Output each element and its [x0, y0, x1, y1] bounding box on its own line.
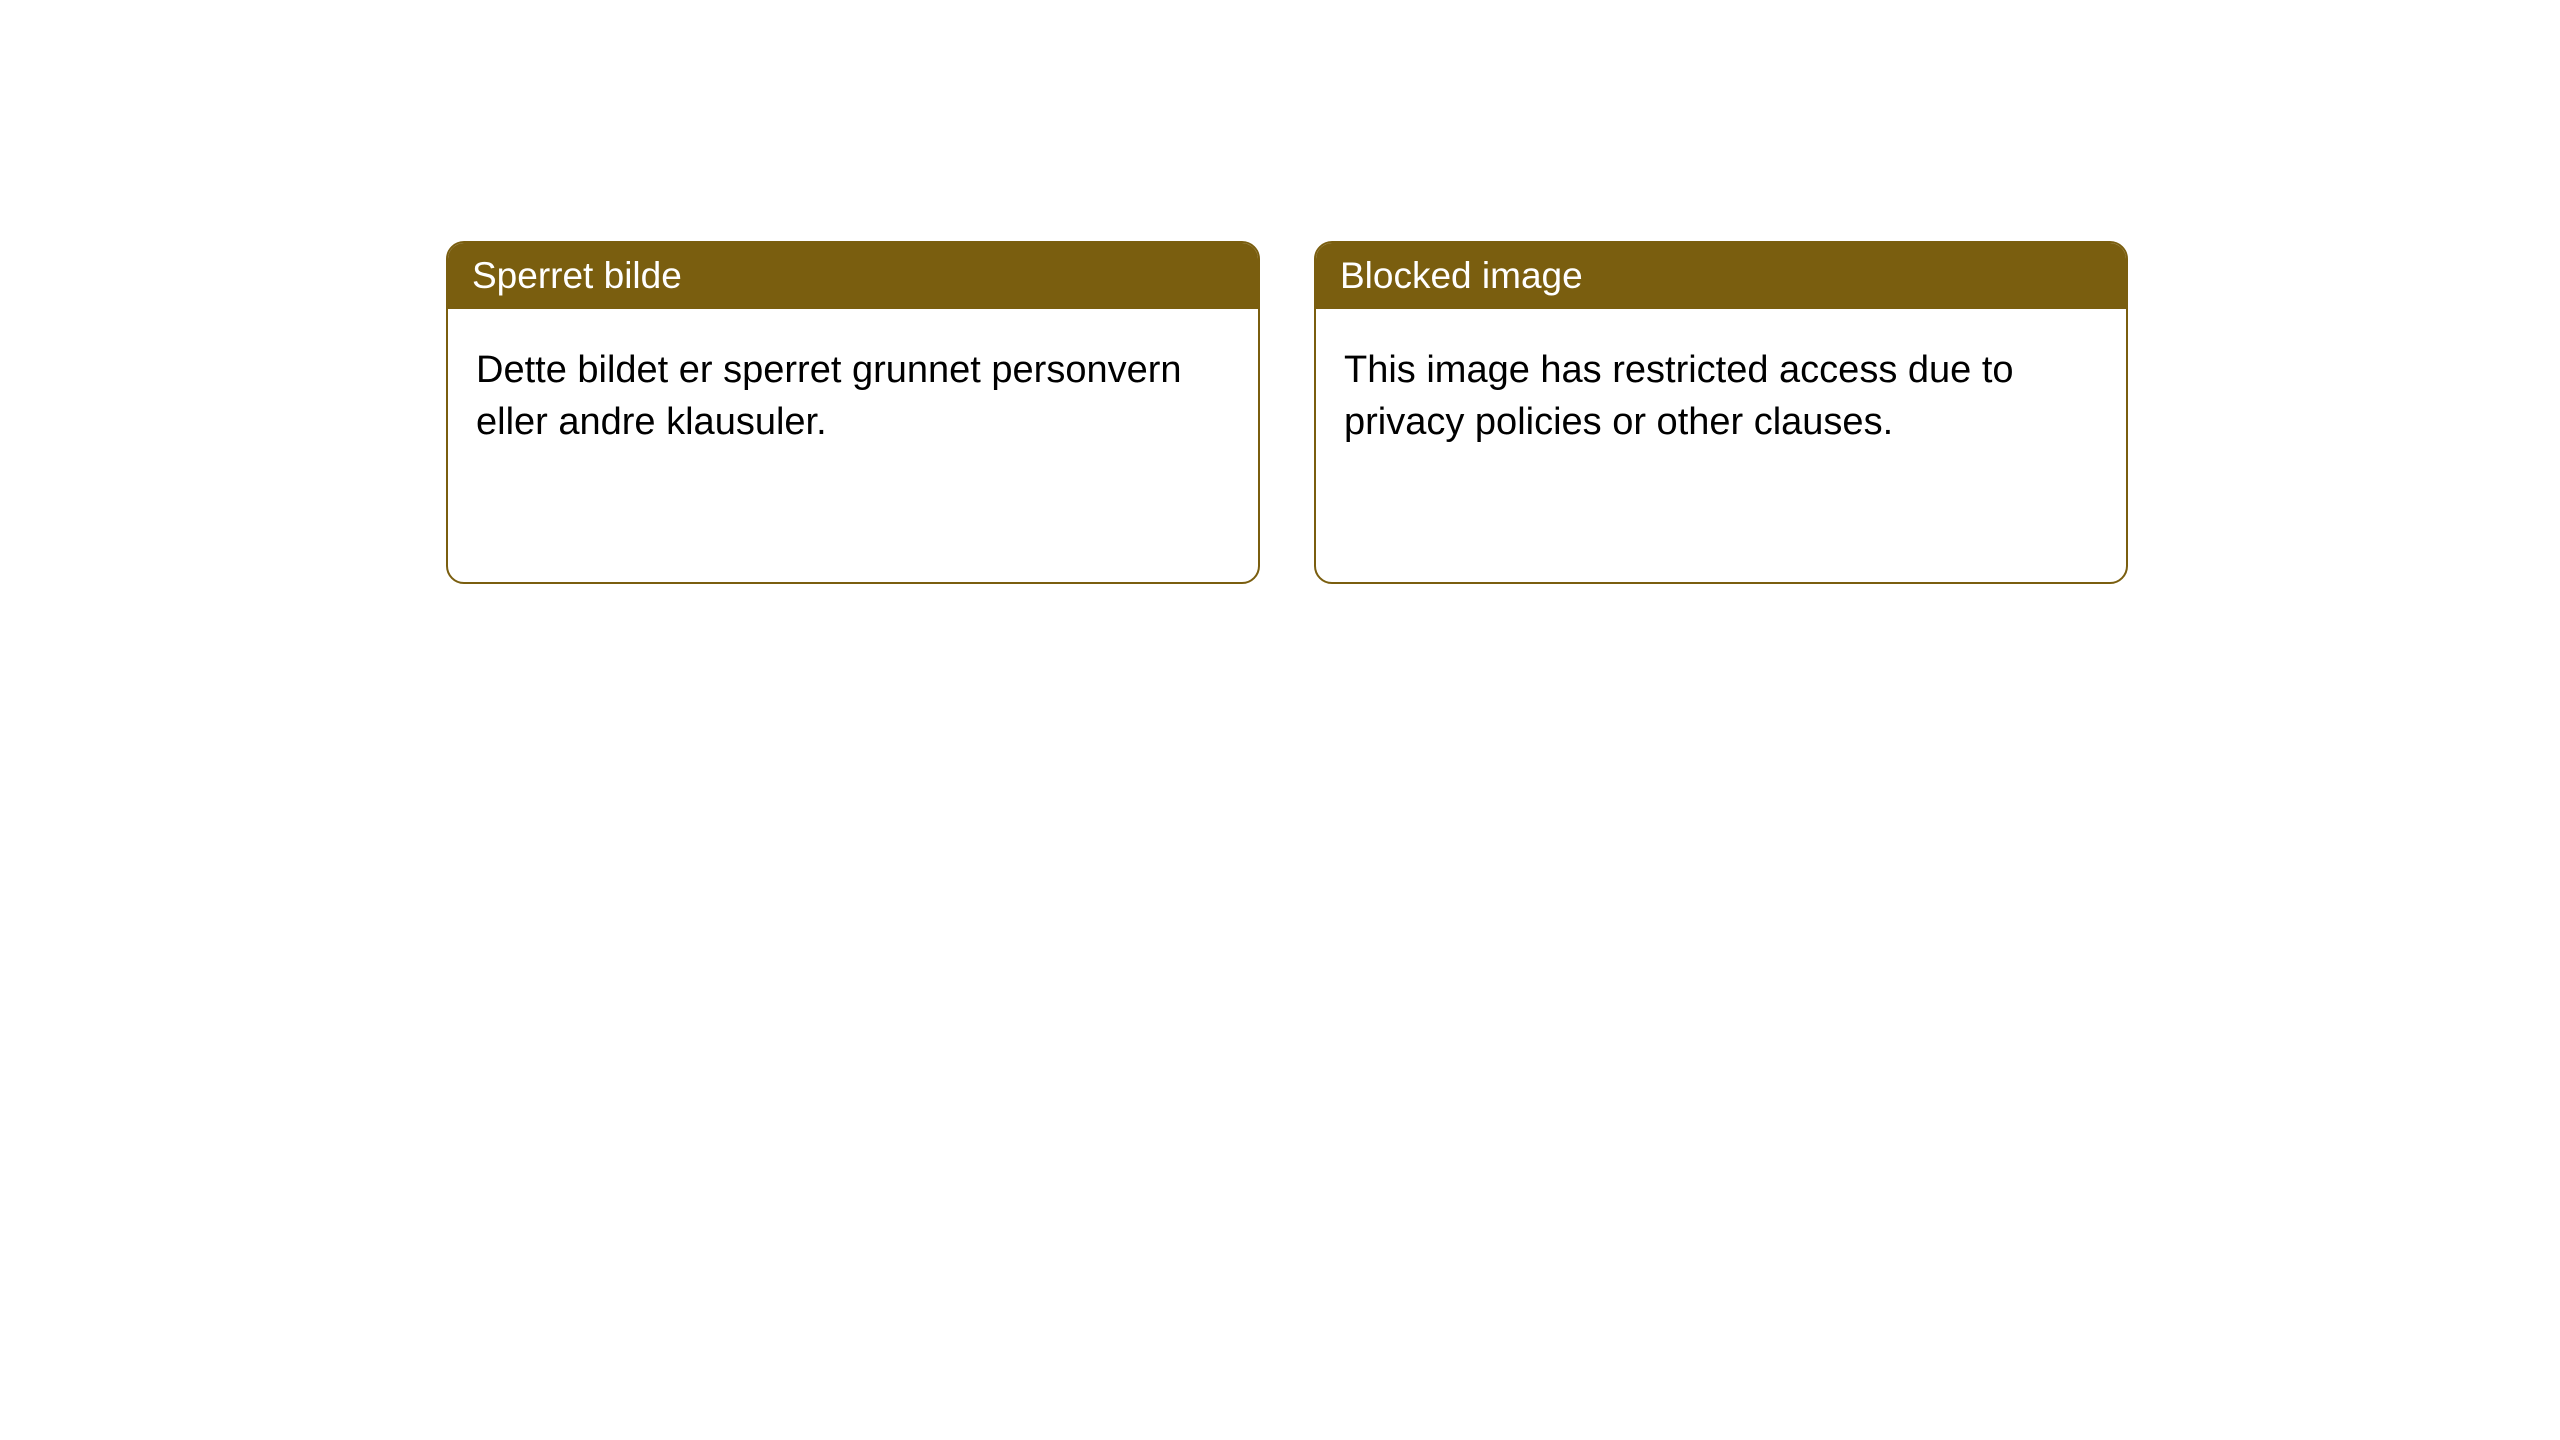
notice-card-english: Blocked image This image has restricted …: [1314, 241, 2128, 584]
notice-card-title: Sperret bilde: [448, 243, 1258, 309]
notice-card-body: Dette bildet er sperret grunnet personve…: [448, 309, 1258, 582]
notice-container: Sperret bilde Dette bildet er sperret gr…: [446, 241, 2128, 584]
notice-card-norwegian: Sperret bilde Dette bildet er sperret gr…: [446, 241, 1260, 584]
notice-card-body: This image has restricted access due to …: [1316, 309, 2126, 582]
notice-card-title: Blocked image: [1316, 243, 2126, 309]
